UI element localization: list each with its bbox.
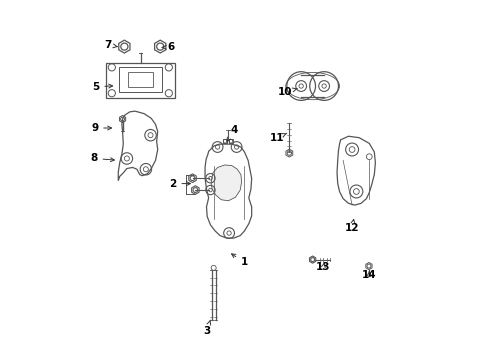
- Polygon shape: [211, 165, 241, 201]
- Text: 10: 10: [277, 87, 297, 97]
- Text: 2: 2: [169, 179, 190, 189]
- Text: 6: 6: [162, 42, 174, 52]
- Text: 14: 14: [361, 270, 376, 280]
- Text: 9: 9: [91, 123, 111, 133]
- Text: 11: 11: [269, 133, 286, 143]
- Text: 7: 7: [103, 40, 117, 50]
- Text: 4: 4: [226, 125, 237, 141]
- Text: 13: 13: [316, 262, 330, 272]
- Text: 8: 8: [90, 153, 114, 163]
- Text: 5: 5: [92, 82, 112, 92]
- Text: 1: 1: [231, 254, 247, 267]
- Text: 12: 12: [344, 220, 359, 233]
- Text: 3: 3: [203, 320, 210, 336]
